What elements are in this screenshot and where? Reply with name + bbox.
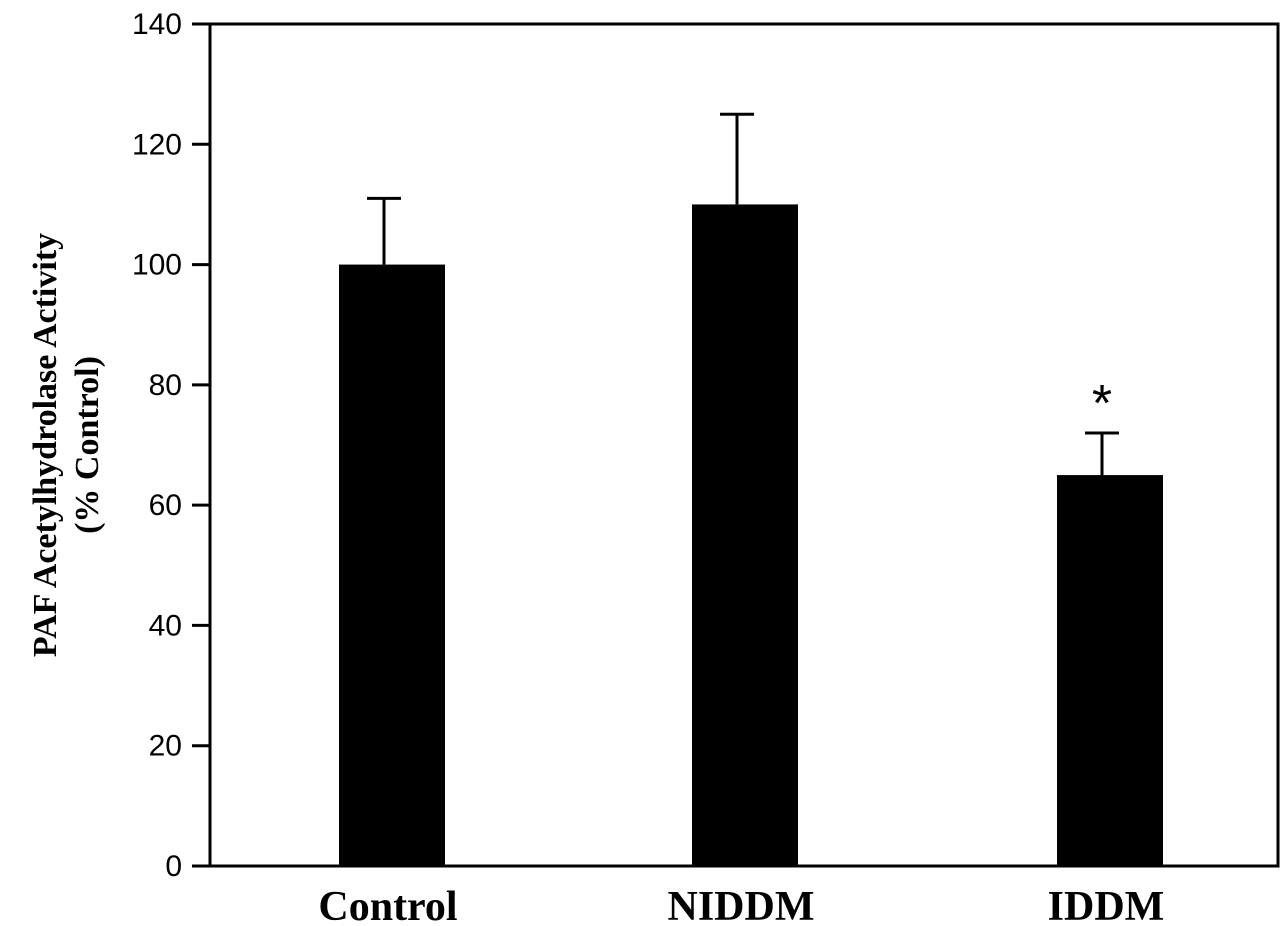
y-tick-label: 80 (149, 369, 182, 402)
x-category-label: NIDDM (668, 884, 815, 926)
y-tick-label: 0 (165, 850, 182, 883)
bar-iddm (1057, 475, 1163, 866)
x-axis-labels: Control NIDDM IDDM (318, 884, 1164, 926)
bars-group (339, 204, 1163, 867)
x-category-label: IDDM (1048, 884, 1165, 926)
y-axis: 0 20 40 60 80 100 120 140 (132, 8, 210, 883)
bar-control (339, 264, 445, 867)
error-bars-group (367, 112, 1119, 476)
significance-asterisk: * (1092, 375, 1112, 433)
y-tick-label: 120 (132, 128, 182, 161)
y-tick-label: 40 (149, 609, 182, 642)
y-axis-title: PAF Acetylhydrolase Activity (% Control) (27, 233, 106, 657)
y-tick-label: 140 (132, 8, 182, 41)
annotations-group: * (1092, 375, 1112, 433)
y-tick-label: 20 (149, 730, 182, 763)
x-category-label: Control (318, 884, 457, 926)
y-axis-title-line1: PAF Acetylhydrolase Activity (27, 233, 64, 657)
y-tick-label: 100 (132, 249, 182, 282)
y-axis-title-line2: (% Control) (69, 356, 106, 534)
y-tick-label: 60 (149, 489, 182, 522)
bar-niddm (692, 204, 798, 866)
